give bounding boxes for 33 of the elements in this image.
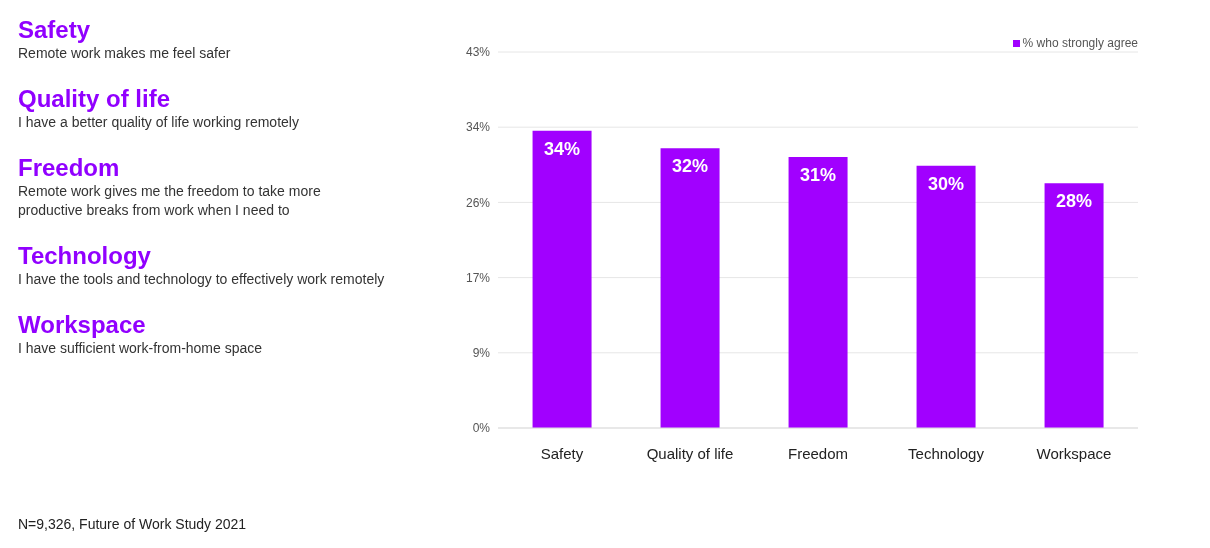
text: Remote work makes me feel safer xyxy=(18,44,232,63)
data-label: 30% xyxy=(928,173,965,194)
data-label: 34% xyxy=(544,138,581,159)
text: Workspace xyxy=(18,311,147,339)
text: I have a better quality of life working remotely xyxy=(18,113,300,132)
x-tick-label: Freedom xyxy=(787,444,849,462)
bar xyxy=(916,165,976,428)
x-tick-label: Workspace xyxy=(1036,444,1112,462)
y-tick-label: 9% xyxy=(472,346,491,361)
text: Safety xyxy=(18,16,92,44)
text: N=9,326, Future of Work Study 2021 xyxy=(18,516,247,532)
y-tick-label: 43% xyxy=(465,45,491,60)
text: I have the tools and technology to effectively work remotely xyxy=(18,270,386,289)
text: Quality of life xyxy=(18,85,171,113)
bar xyxy=(532,130,592,428)
x-tick-label: Technology xyxy=(908,444,985,462)
text: Remote work gives me the freedom to take more productive breaks from work when I need to xyxy=(18,182,322,220)
data-label: 31% xyxy=(800,164,837,185)
text: Technology xyxy=(18,242,152,270)
bar xyxy=(660,148,720,428)
y-tick-label: 17% xyxy=(465,270,491,285)
y-tick-label: 0% xyxy=(472,421,491,436)
text: I have sufficient work-from-home space xyxy=(18,339,264,358)
x-tick-label: Safety xyxy=(540,444,584,462)
legend-label: % who strongly agree xyxy=(1021,36,1138,50)
data-label: 28% xyxy=(1056,191,1093,212)
text: Freedom xyxy=(18,154,121,182)
bar xyxy=(1044,183,1104,428)
y-tick-label: 26% xyxy=(465,195,491,210)
bar xyxy=(788,156,848,428)
x-tick-label: Quality of life xyxy=(646,444,734,462)
y-tick-label: 34% xyxy=(465,120,491,135)
data-label: 32% xyxy=(672,156,709,177)
